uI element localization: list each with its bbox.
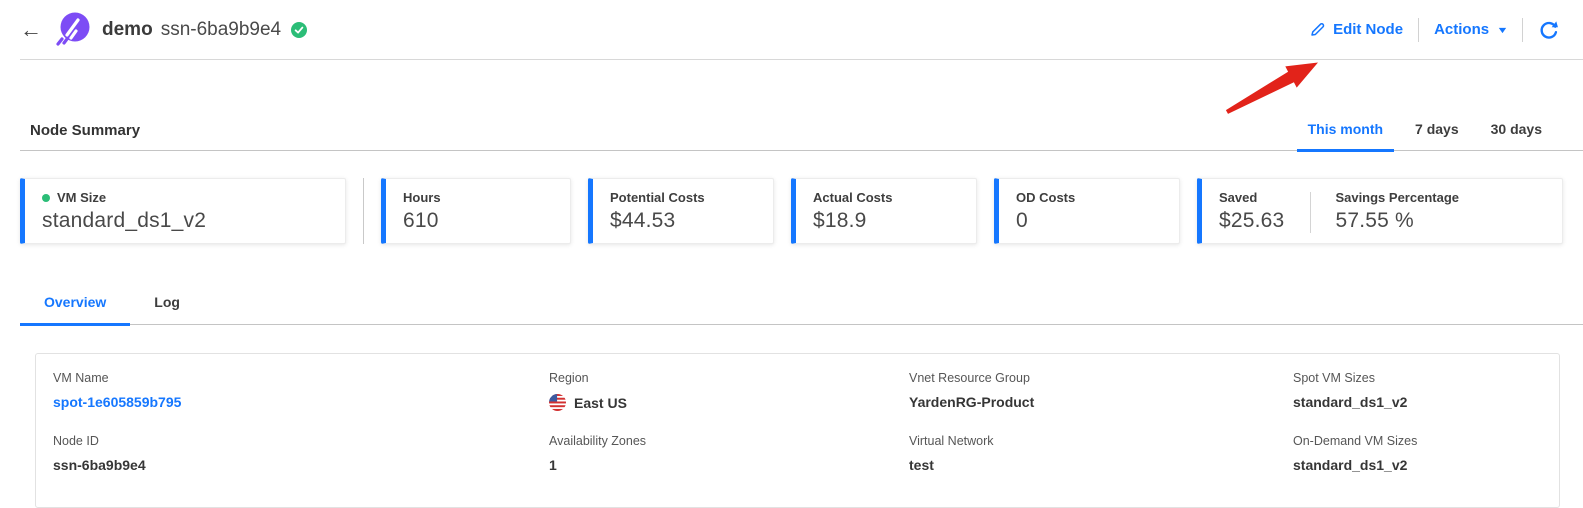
healthy-status-icon — [291, 21, 308, 38]
card-value: $25.63 — [1219, 209, 1285, 232]
us-flag-icon — [549, 394, 566, 411]
node-id-title: ssn-6ba9b9e4 — [160, 18, 282, 40]
card-label: Potential Costs — [610, 190, 705, 205]
card-vm-size: VM Size standard_ds1_v2 — [20, 178, 346, 244]
card-saved-savings: Saved $25.63 Savings Percentage 57.55 % — [1197, 178, 1563, 244]
content-tabs: Overview Log — [20, 294, 1583, 326]
field-value: test — [909, 457, 934, 473]
spot-logo-icon — [56, 12, 90, 46]
field-vnet-resource-group: Vnet Resource Group YardenRG-Product — [909, 371, 1293, 411]
card-label: Actual Costs — [813, 190, 893, 205]
overview-panel: VM Name spot-1e605859b795 Region — [35, 353, 1560, 508]
card-value: 57.55 % — [1335, 209, 1414, 232]
time-range-tabs: This month 7 days 30 days — [1296, 121, 1553, 152]
field-value: ssn-6ba9b9e4 — [53, 457, 146, 473]
card-label: Hours — [403, 190, 441, 205]
field-on-demand-vm-sizes: On-Demand VM Sizes standard_ds1_v2 — [1293, 434, 1559, 473]
metric-cards-row: VM Size standard_ds1_v2 Hours 610 Potent… — [20, 178, 1563, 244]
card-value: $18.9 — [813, 209, 867, 232]
vm-name-link[interactable]: spot-1e605859b795 — [53, 394, 182, 410]
node-summary-header: Node Summary This month 7 days 30 days — [20, 60, 1583, 152]
actions-dropdown-button[interactable]: Actions ▼ — [1434, 21, 1509, 38]
page-title: demo — [102, 18, 153, 40]
card-hours: Hours 610 — [381, 178, 571, 244]
field-value: 1 — [549, 457, 557, 473]
field-value: standard_ds1_v2 — [1293, 457, 1408, 473]
card-actual-costs: Actual Costs $18.9 — [791, 178, 977, 244]
page-header: ← demo ssn-6ba9b9e4 Edit Node Actions ▼ — [20, 0, 1583, 60]
field-label: Spot VM Sizes — [1293, 371, 1375, 385]
tab-this-month[interactable]: This month — [1296, 121, 1395, 152]
card-potential-costs: Potential Costs $44.53 — [588, 178, 774, 244]
field-value: East US — [574, 394, 627, 411]
back-arrow-icon[interactable]: ← — [20, 16, 42, 42]
status-dot-icon — [42, 193, 50, 202]
header-actions: Edit Node Actions ▼ — [1309, 17, 1559, 42]
chevron-down-icon: ▼ — [1496, 24, 1509, 35]
card-value: $44.53 — [610, 209, 676, 232]
node-summary-title: Node Summary — [30, 122, 141, 139]
card-label-row: VM Size — [42, 190, 331, 205]
field-label: Availability Zones — [549, 434, 647, 448]
card-label: VM Size — [57, 190, 107, 205]
tab-30-days[interactable]: 30 days — [1490, 121, 1542, 137]
field-availability-zones: Availability Zones 1 — [549, 434, 909, 473]
field-vm-name: VM Name spot-1e605859b795 — [53, 371, 549, 411]
edit-node-button[interactable]: Edit Node — [1309, 21, 1403, 38]
field-virtual-network: Virtual Network test — [909, 434, 1293, 473]
header-divider — [1418, 17, 1420, 42]
edit-node-label: Edit Node — [1333, 21, 1404, 38]
cards-divider — [363, 178, 364, 244]
field-label: On-Demand VM Sizes — [1293, 434, 1418, 448]
field-value: standard_ds1_v2 — [1293, 394, 1408, 410]
refresh-icon[interactable] — [1538, 19, 1559, 41]
field-label: Virtual Network — [909, 434, 994, 448]
field-node-id: Node ID ssn-6ba9b9e4 — [53, 434, 549, 473]
field-label: VM Name — [53, 371, 109, 385]
card-label: Saved — [1219, 190, 1258, 205]
field-spot-vm-sizes: Spot VM Sizes standard_ds1_v2 — [1293, 371, 1559, 411]
tab-overview[interactable]: Overview — [20, 294, 131, 326]
saved-inner-divider — [1310, 192, 1312, 233]
field-label: Region — [549, 371, 589, 385]
field-label: Node ID — [53, 434, 99, 448]
field-value: YardenRG-Product — [909, 394, 1035, 410]
card-od-costs: OD Costs 0 — [994, 178, 1180, 244]
card-label: Savings Percentage — [1335, 190, 1459, 205]
saved-metric: Saved $25.63 — [1219, 190, 1284, 233]
tab-7-days[interactable]: 7 days — [1415, 121, 1459, 137]
card-value: 610 — [403, 209, 439, 232]
tab-log[interactable]: Log — [154, 294, 180, 310]
card-label: OD Costs — [1016, 190, 1076, 205]
card-value: standard_ds1_v2 — [42, 209, 207, 232]
overview-grid: VM Name spot-1e605859b795 Region — [53, 371, 1559, 473]
field-label: Vnet Resource Group — [909, 371, 1030, 385]
header-divider — [1522, 17, 1523, 42]
savings-percentage-metric: Savings Percentage 57.55 % — [1335, 190, 1459, 233]
pencil-icon — [1311, 23, 1325, 36]
actions-label: Actions — [1434, 21, 1490, 38]
card-value: 0 — [1016, 209, 1028, 232]
field-region: Region East US — [549, 371, 909, 411]
